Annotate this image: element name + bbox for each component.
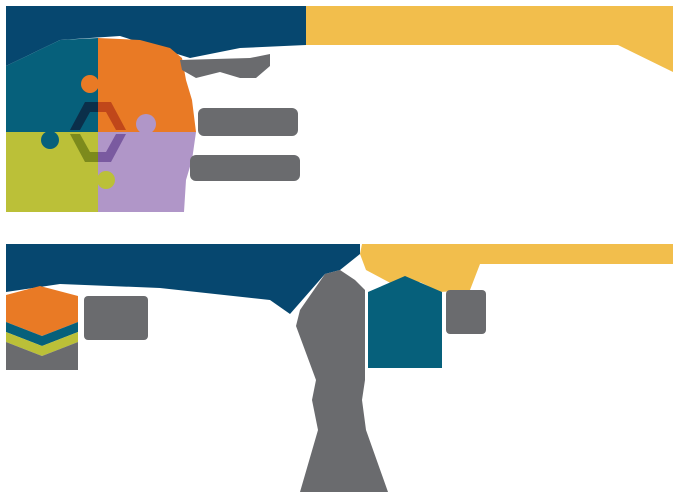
knob-olive xyxy=(97,171,115,189)
bottom-left-navy-banner xyxy=(6,244,360,314)
bottom-section xyxy=(0,240,695,502)
stat-blob-3 xyxy=(190,155,300,181)
top-navy-banner xyxy=(6,6,306,66)
top-section xyxy=(0,0,695,215)
chevron-mark-left-bottom xyxy=(70,134,98,162)
stat-blob-1 xyxy=(180,54,270,78)
puzzle-piece-lavender xyxy=(98,132,196,212)
chevron-mark-right-bottom xyxy=(98,134,126,162)
center-gray-divider xyxy=(296,270,388,492)
puzzle-piece-teal xyxy=(6,38,98,132)
hexagon-teal xyxy=(368,276,442,368)
bottom-section-graphics xyxy=(6,244,673,492)
layers-gray xyxy=(6,342,78,370)
top-gold-banner xyxy=(305,6,673,72)
puzzle-piece-orange xyxy=(98,38,196,132)
chevron-mark-right-top xyxy=(98,102,126,130)
left-stat-blob xyxy=(84,296,148,340)
knob-lavender xyxy=(136,114,156,134)
layers-teal xyxy=(6,322,78,346)
layers-olive xyxy=(6,332,78,356)
chevron-mark-left-top xyxy=(70,102,98,130)
stat-blob-2 xyxy=(198,108,298,136)
knob-orange xyxy=(81,75,99,93)
bottom-right-gold-banner xyxy=(360,244,673,292)
right-stat-blob xyxy=(446,290,486,334)
knob-teal xyxy=(41,131,59,149)
layers-orange xyxy=(6,286,78,336)
top-section-graphics xyxy=(6,6,673,212)
